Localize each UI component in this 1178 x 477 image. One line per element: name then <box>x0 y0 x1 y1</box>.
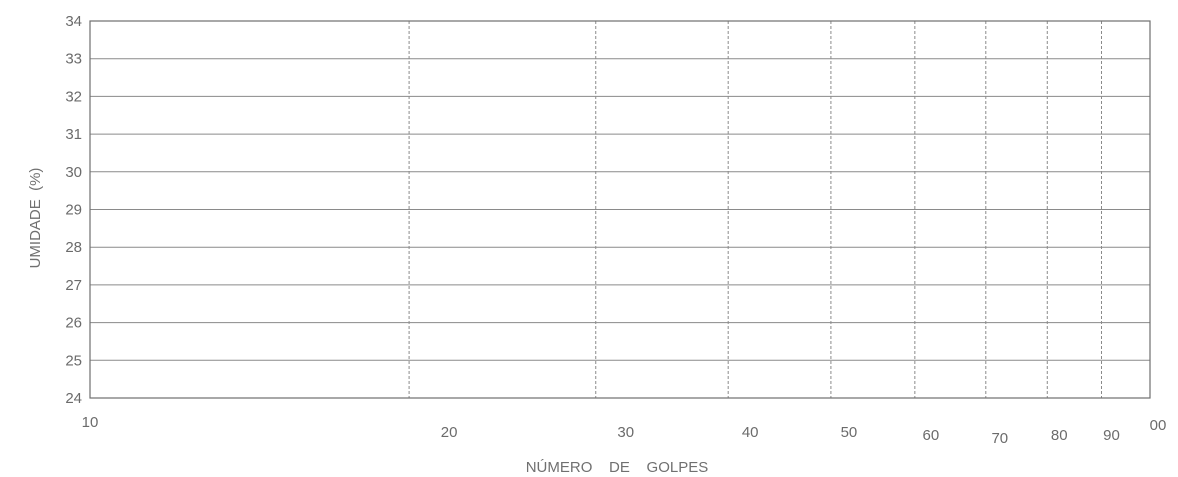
x-tick-label: 10 <box>82 414 99 431</box>
y-tick-label: 25 <box>65 352 82 369</box>
x-tick-label: 60 <box>922 427 939 444</box>
x-tick-label: 40 <box>742 424 759 441</box>
x-tick-label: 20 <box>441 424 458 441</box>
x-tick-label: 80 <box>1051 427 1068 444</box>
plot-frame <box>89 20 1151 399</box>
x-tick-label: 90 <box>1103 427 1120 444</box>
x-tick-label: 00 <box>1150 417 1167 434</box>
gridlines <box>89 20 1151 399</box>
y-tick-label: 30 <box>65 164 82 181</box>
x-tick-label: 50 <box>841 424 858 441</box>
y-tick-label: 33 <box>65 51 82 68</box>
y-tick-labels: 24 25 26 27 28 29 30 31 32 33 34 <box>65 13 82 407</box>
y-tick-label: 34 <box>65 13 82 30</box>
x-tick-label: 30 <box>617 424 634 441</box>
x-axis-title: NÚMERO DE GOLPES <box>526 459 709 476</box>
y-tick-label: 28 <box>65 239 82 256</box>
y-tick-label: 29 <box>65 202 82 219</box>
y-tick-label: 26 <box>65 315 82 332</box>
x-tick-labels: 10 20 30 40 50 60 70 80 90 00 <box>82 414 1167 447</box>
y-tick-label: 32 <box>65 88 82 105</box>
x-tick-label: 70 <box>991 430 1008 447</box>
y-tick-label: 31 <box>65 126 82 143</box>
y-tick-label: 24 <box>65 390 82 407</box>
y-tick-label: 27 <box>65 277 82 294</box>
y-axis-title: UMIDADE (%) <box>27 168 44 269</box>
